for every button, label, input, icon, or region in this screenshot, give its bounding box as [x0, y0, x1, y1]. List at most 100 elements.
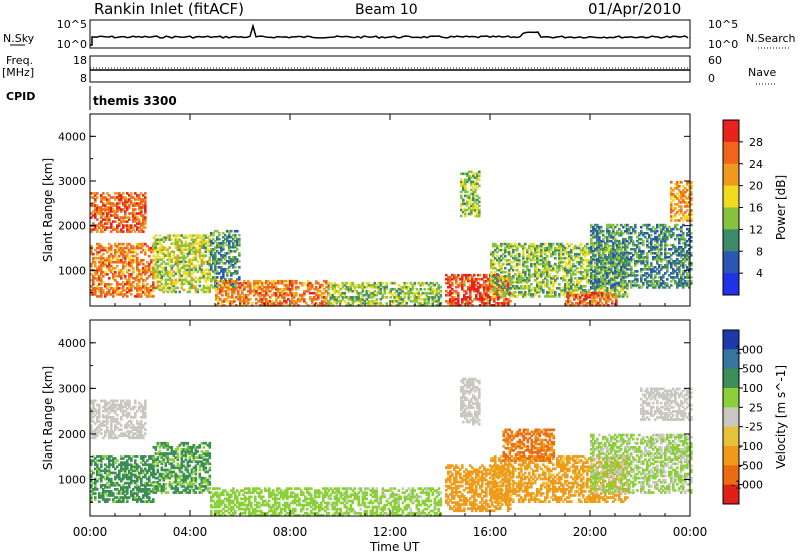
- rti-cell: [291, 298, 294, 301]
- rti-cell: [361, 289, 365, 293]
- rti-cell: [389, 296, 393, 299]
- rti-cell: [124, 224, 127, 227]
- rti-cell: [596, 262, 599, 265]
- rti-cell: [156, 250, 160, 253]
- rti-cell: [592, 227, 595, 231]
- rti-cell: [273, 281, 276, 285]
- rti-cell: [680, 274, 683, 277]
- rti-cell: [595, 293, 598, 297]
- rti-cell: [514, 254, 517, 258]
- rti-cell: [227, 291, 230, 295]
- rti-cell: [567, 296, 570, 299]
- rti-cell: [108, 254, 111, 258]
- rti-cell: [468, 196, 471, 200]
- rti-cell: [478, 200, 481, 204]
- rti-cell: [688, 258, 691, 261]
- rti-cell: [289, 279, 292, 283]
- rti-cell: [686, 243, 689, 247]
- rti-cell: [118, 254, 121, 258]
- rti-cell: [616, 256, 619, 259]
- rti-cell: [664, 264, 667, 267]
- rti-cell: [494, 244, 497, 248]
- rti-cell: [492, 264, 495, 268]
- rti-cell: [642, 274, 645, 277]
- rti-cell: [102, 252, 105, 256]
- rti-cell: [676, 274, 679, 277]
- rti-cell: [285, 287, 288, 291]
- rti-cell: [369, 302, 373, 305]
- rti-cell: [548, 266, 551, 270]
- rti-cell: [232, 256, 235, 259]
- rti-cell: [225, 298, 228, 301]
- rti-cell: [96, 224, 99, 227]
- rti-cell: [206, 244, 210, 247]
- rti-cell: [367, 289, 371, 293]
- rti-cell: [92, 275, 95, 278]
- rti-cell: [204, 260, 208, 264]
- rti-cell: [154, 256, 158, 259]
- rti-cell: [567, 298, 570, 301]
- rti-cell: [92, 430, 95, 433]
- rti-cell: [584, 270, 587, 274]
- rti-cell: [174, 246, 178, 249]
- rti-cell: [385, 281, 389, 285]
- rti-cell: [279, 293, 282, 297]
- rti-cell: [124, 264, 127, 268]
- rti-cell: [178, 270, 182, 274]
- rti-cell: [156, 248, 160, 251]
- rti-cell: [319, 302, 322, 305]
- rti-cell: [476, 172, 479, 176]
- rti-cell: [301, 296, 304, 299]
- rti-cell: [232, 284, 235, 287]
- rti-cell: [558, 260, 561, 264]
- rti-cell: [670, 280, 673, 283]
- rti-cell: [134, 224, 137, 227]
- rti-cell: [474, 182, 477, 186]
- rti-cell: [156, 258, 160, 261]
- rti-cell: [329, 304, 333, 307]
- rti-cell: [289, 291, 292, 295]
- rti-cell: [208, 270, 212, 274]
- rti-cell: [174, 256, 178, 259]
- rti-cell: [598, 285, 601, 288]
- rti-cell: [355, 300, 359, 303]
- rti-cell: [198, 280, 202, 284]
- rti-cell: [154, 234, 158, 237]
- rti-cell: [192, 278, 196, 282]
- rti-cell: [172, 280, 176, 284]
- rti-cell: [478, 208, 481, 212]
- rti-cell: [373, 285, 377, 289]
- rti-cell: [516, 268, 519, 272]
- rti-cell: [162, 274, 166, 278]
- rti-cell: [94, 212, 97, 215]
- rti-cell: [507, 300, 510, 303]
- rti-cell: [241, 304, 244, 307]
- rti-cell: [112, 291, 115, 294]
- rti-cell: [606, 223, 609, 227]
- rti-cell: [500, 248, 503, 252]
- rti-cell: [670, 217, 673, 220]
- rti-cell: [662, 237, 665, 241]
- rti-cell: [467, 285, 470, 289]
- rti-cell: [293, 291, 296, 295]
- rti-cell: [566, 250, 569, 254]
- rti-cell: [138, 196, 141, 199]
- rti-cell: [339, 287, 343, 291]
- rti-cell: [299, 281, 302, 285]
- rti-cell: [425, 293, 429, 297]
- rti-cell: [255, 291, 258, 295]
- rti-cell: [116, 202, 119, 205]
- rti-cell: [498, 277, 501, 280]
- rti-cell: [142, 242, 145, 246]
- rti-cell: [437, 287, 441, 291]
- rti-cell: [474, 204, 477, 208]
- rti-cell: [249, 287, 252, 291]
- rti-cell: [648, 250, 651, 253]
- rti-cell: [108, 202, 111, 205]
- rti-cell: [468, 194, 471, 198]
- rti-cell: [108, 246, 111, 250]
- rti-cell: [550, 277, 553, 280]
- rti-cell: [154, 264, 158, 268]
- rti-cell: [616, 252, 619, 255]
- rti-cell: [481, 293, 484, 297]
